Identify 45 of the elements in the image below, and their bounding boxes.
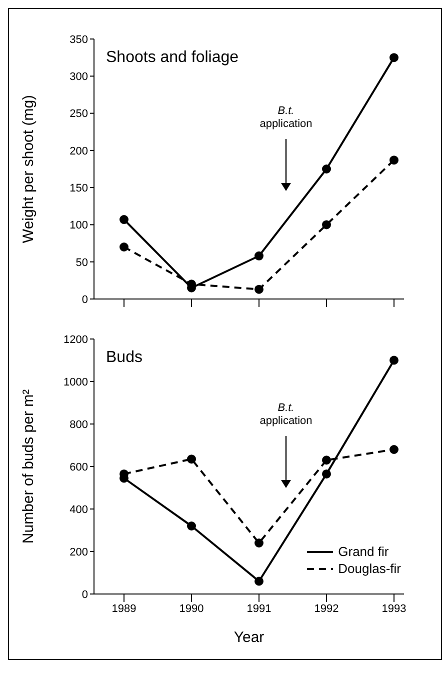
point [322, 456, 331, 465]
point [390, 445, 398, 454]
x-axis-title: Year [234, 629, 264, 646]
y-axis-title: Weight per shoot (mg) [20, 94, 37, 244]
y-tick-label: 200 [70, 546, 88, 558]
x-tick-label: 1989 [112, 602, 136, 615]
y-tick-label: 150 [70, 182, 88, 194]
x-tick-label: 1992 [314, 602, 339, 615]
y-tick-label: 50 [76, 256, 88, 269]
x-tick-label: 1990 [179, 602, 204, 615]
y-tick-label: 200 [70, 145, 88, 158]
y-tick-label: 350 [70, 34, 88, 46]
y-tick-label: 600 [70, 461, 88, 474]
point [254, 284, 264, 294]
y-tick-label: 0 [82, 294, 88, 306]
y-tick-label: 1200 [64, 334, 88, 346]
y-tick-label: 300 [70, 71, 88, 84]
y-tick-label: 0 [82, 588, 88, 601]
point [390, 356, 398, 365]
y-tick-label: 1000 [64, 376, 88, 388]
point [390, 53, 398, 62]
legend-label: Grand fir [338, 543, 389, 560]
y-tick-label: 100 [70, 220, 88, 232]
legend-label: Douglas-fir [338, 560, 401, 577]
point [254, 538, 264, 548]
point [254, 251, 264, 260]
y-axis-title: Number of buds per m² [20, 389, 37, 544]
point [120, 215, 128, 224]
point [120, 242, 128, 252]
point [322, 469, 331, 478]
annotation: B.t. application [258, 402, 314, 428]
y-tick-label: 800 [70, 418, 88, 431]
point [322, 164, 331, 174]
text: Buds [106, 349, 142, 367]
point [187, 522, 196, 530]
text: Shoots and foliage [106, 49, 239, 67]
y-tick-label: 400 [70, 504, 88, 516]
point [390, 156, 398, 165]
point [187, 454, 196, 464]
annotation: B.t. application [258, 105, 314, 132]
x-tick-label: 1993 [382, 602, 406, 615]
x-tick-label: 1991 [246, 602, 272, 615]
y-tick-label: 250 [70, 108, 88, 120]
point [322, 220, 331, 230]
point [254, 576, 264, 586]
